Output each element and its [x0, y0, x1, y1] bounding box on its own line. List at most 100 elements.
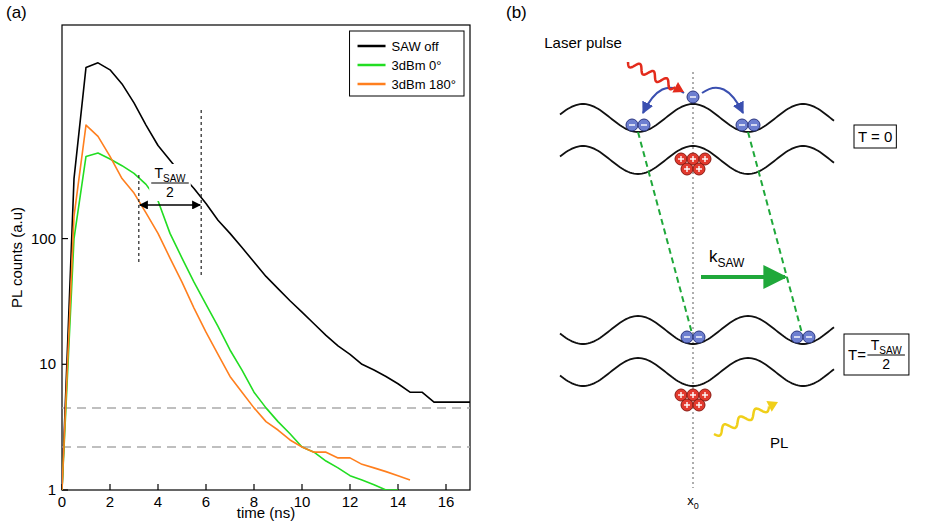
- hole-sign: [698, 166, 699, 172]
- plot-frame: [62, 25, 470, 490]
- hole-sign: [704, 156, 705, 162]
- figure: (a)0246810121416110100time (ns)PL counts…: [0, 0, 940, 525]
- legend-label: SAW off: [392, 39, 439, 54]
- annotation-dotted-line: [201, 110, 202, 275]
- legend-label: 3dBm 180°: [392, 77, 456, 92]
- photoluminescence: [714, 406, 769, 435]
- plot-area: [62, 63, 470, 490]
- band-edge: [560, 146, 834, 174]
- hole-sign: [686, 402, 687, 408]
- fraction: TSAW2: [867, 337, 905, 372]
- x-tick-label: 4: [154, 493, 162, 510]
- emission-label: PL: [770, 434, 788, 451]
- time-box: [854, 125, 896, 148]
- x-tick: [109, 484, 110, 490]
- fraction-denominator: 2: [166, 184, 174, 200]
- trajectory: [748, 132, 803, 337]
- legend: SAW off 3dBm 0° 3dBm 180°: [350, 31, 464, 96]
- y-tick: [62, 238, 68, 239]
- hole-sign: [692, 156, 693, 162]
- electron: [626, 119, 638, 131]
- annotation-dotted-line: [138, 175, 139, 265]
- hole-sign: [698, 402, 699, 408]
- x-tick-label: 16: [438, 493, 455, 510]
- legend-label: 3dBm 0°: [392, 58, 442, 73]
- x-tick-label: 0: [58, 493, 66, 510]
- photoluminescence-head: [766, 401, 778, 412]
- drift-arrow: [702, 88, 743, 113]
- hole: [681, 163, 693, 175]
- hole-sign: [704, 392, 705, 398]
- hole: [693, 399, 705, 411]
- panel-label: (b): [506, 3, 527, 22]
- x-tick: [397, 484, 398, 490]
- y-axis-title: PL counts (a.u): [8, 207, 25, 308]
- wave-vector-label: kSAW: [709, 247, 745, 270]
- electron-sign: [794, 336, 800, 337]
- hole: [681, 399, 693, 411]
- panel-label: (a): [6, 3, 27, 22]
- fraction-numerator: TSAW: [871, 337, 903, 356]
- wave-vector-label-subscript: SAW: [718, 256, 746, 270]
- x-tick: [445, 484, 446, 490]
- electron-sign: [696, 336, 702, 337]
- electron: [748, 119, 760, 131]
- band-edge: [560, 358, 834, 386]
- electron: [681, 331, 693, 343]
- electron: [803, 331, 815, 343]
- electron: [736, 119, 748, 131]
- x-axis-title: time (ns): [237, 504, 295, 521]
- band-edge: [560, 104, 834, 132]
- electron-sign: [690, 96, 696, 97]
- electron: [638, 119, 650, 131]
- position-label-subscript: 0: [694, 501, 699, 511]
- laser-label: Laser pulse: [544, 34, 622, 51]
- hole-sign: [680, 392, 681, 398]
- fraction-numerator-subscript: SAW: [879, 345, 902, 356]
- x-tick: [349, 484, 350, 490]
- electron-sign: [629, 124, 635, 125]
- electron: [791, 331, 803, 343]
- hole: [693, 163, 705, 175]
- fraction: TSAW2: [151, 165, 189, 200]
- series-line: [62, 153, 398, 490]
- x-tick: [301, 484, 302, 490]
- electron-sign: [739, 124, 745, 125]
- electron-sign: [751, 124, 757, 125]
- legend-box: [350, 31, 464, 96]
- electron-sign: [641, 124, 647, 125]
- x-tick: [205, 484, 206, 490]
- reference-line: [62, 446, 470, 448]
- series-line: [62, 125, 410, 490]
- band-edge: [560, 316, 834, 344]
- x-tick-label: 10: [294, 493, 311, 510]
- electron-sign: [806, 336, 812, 337]
- x-tick: [157, 484, 158, 490]
- electron-sign: [684, 336, 690, 337]
- y-tick-label: 1: [48, 481, 56, 498]
- x-tick-label: 6: [202, 493, 210, 510]
- x-tick-label: 14: [390, 493, 407, 510]
- y-tick-label: 10: [39, 355, 56, 372]
- time-label: T=: [848, 346, 866, 363]
- time-label-group: T=TSAW2: [848, 337, 905, 372]
- x-tick-label: 2: [106, 493, 114, 510]
- trajectory: [638, 132, 693, 337]
- legend-swatch: [358, 45, 386, 48]
- time-label: T = 0: [858, 128, 892, 145]
- hole-sign: [686, 166, 687, 172]
- position-label: x0: [687, 493, 699, 511]
- hole-sign: [680, 156, 681, 162]
- series-line: [62, 63, 470, 490]
- electron: [693, 331, 705, 343]
- legend-swatch: [358, 64, 386, 67]
- wave-vector-arrow: [701, 275, 785, 279]
- label-patch: [149, 164, 191, 201]
- time-box: [844, 334, 909, 375]
- fraction-denominator: 2: [882, 356, 890, 372]
- laser-pulse-head: [672, 82, 684, 93]
- x-tick-label: 12: [342, 493, 359, 510]
- fraction-numerator: TSAW: [155, 165, 187, 184]
- position-line: [692, 72, 693, 488]
- laser-pulse: [628, 62, 675, 89]
